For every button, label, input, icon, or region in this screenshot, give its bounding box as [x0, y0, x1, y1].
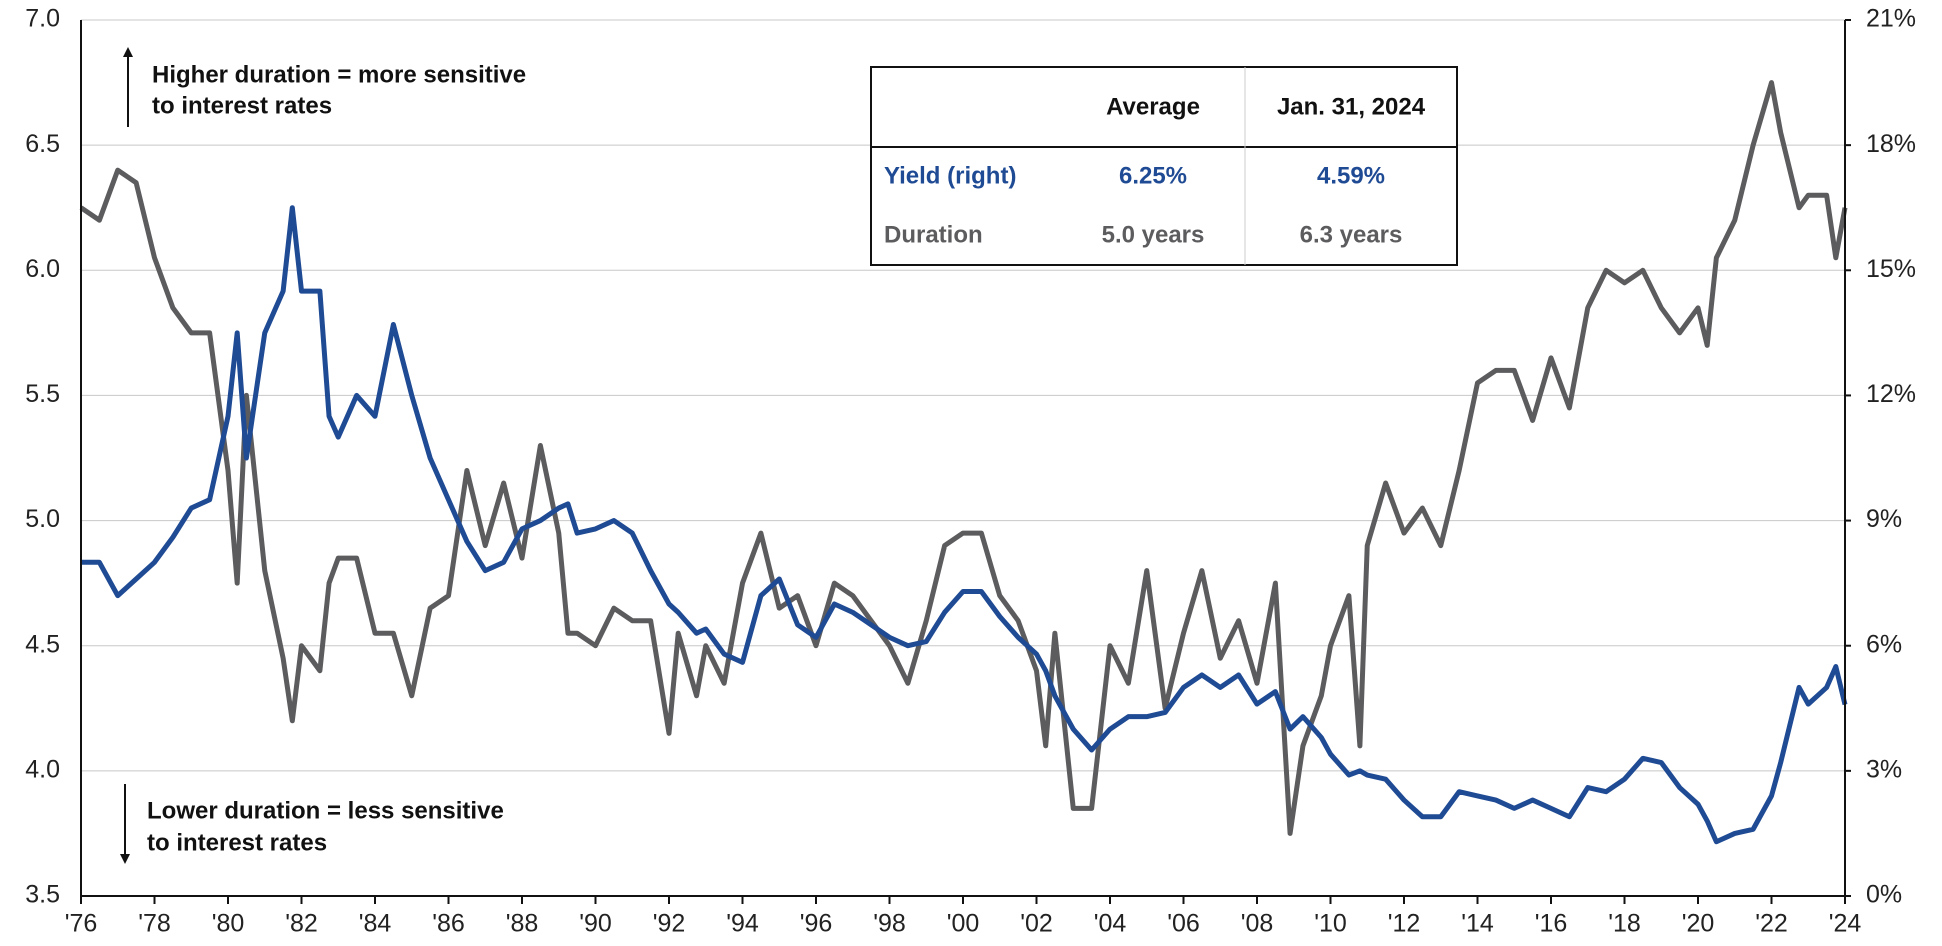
y-tick-label: 5.5	[25, 380, 60, 408]
y-tick-label: 7.0	[25, 5, 60, 33]
lines	[79, 80, 1848, 845]
x-tick-label: '80	[212, 910, 245, 938]
x-tick-label: '76	[65, 910, 98, 938]
table-cell: 4.59%	[1317, 162, 1385, 189]
series-line	[81, 205, 1848, 845]
y2-tick-label: 9%	[1866, 505, 1902, 533]
annotations: Higher duration = more sensitive to inte…	[120, 47, 526, 864]
x-tick-label: '16	[1535, 910, 1568, 938]
x-tick-label: '94	[726, 910, 759, 938]
y-tick-label: 6.0	[25, 255, 60, 283]
table-box	[870, 66, 1458, 266]
grid	[81, 19, 1845, 897]
x-tick-label: '06	[1167, 910, 1200, 938]
x-tick-label: '04	[1094, 910, 1127, 938]
annotation: to interest rates	[152, 92, 332, 119]
x-tick-label: '88	[506, 910, 539, 938]
y2-tick-label: 3%	[1866, 755, 1902, 783]
x-tick-label: '14	[1461, 910, 1494, 938]
table-cell: 5.0 years	[1102, 221, 1205, 248]
x-tick-label: '12	[1388, 910, 1421, 938]
y2-tick-label: 18%	[1866, 130, 1916, 158]
y-tick-label: 5.0	[25, 505, 60, 533]
x-tick-label: '18	[1608, 910, 1641, 938]
y-tick-label: 3.5	[25, 881, 60, 909]
x-tick-label: '86	[432, 910, 465, 938]
table-header: Average	[1106, 93, 1200, 120]
x-tick-label: '08	[1241, 910, 1274, 938]
row-label: Duration	[884, 221, 983, 248]
y2-tick-label: 21%	[1866, 5, 1916, 33]
table-cell: 6.3 years	[1300, 221, 1403, 248]
x-tick-label: '00	[947, 910, 980, 938]
y-tick-label: 6.5	[25, 130, 60, 158]
tick-labels: 3.5 4.0 4.5 5.0 5.5 6.0 6.5 7.0 0% 3% 6% 9% 12% 15% 18…	[25, 5, 1916, 938]
x-tick-label: '02	[1020, 910, 1053, 938]
y2-tick-label: 12%	[1866, 380, 1916, 408]
table-header: Jan. 31, 2024	[1277, 93, 1426, 120]
y-tick-label: 4.5	[25, 630, 60, 658]
annotation: to interest rates	[147, 829, 327, 856]
x-tick-label: '20	[1682, 910, 1715, 938]
annotation: Lower duration = less sensitive	[147, 797, 504, 824]
series-line	[79, 80, 1848, 836]
x-tick-label: '90	[579, 910, 612, 938]
x-tick-label: '22	[1755, 910, 1788, 938]
x-tick-label: '10	[1314, 910, 1347, 938]
y2-tick-label: 15%	[1866, 255, 1916, 283]
table-cell: 6.25%	[1119, 162, 1187, 189]
summary-table: Average Jan. 31, 2024 Yield (right) 6.25…	[870, 66, 1458, 266]
x-tick-label: '24	[1829, 910, 1862, 938]
annotation: Higher duration = more sensitive	[152, 61, 526, 88]
y2-tick-label: 6%	[1866, 630, 1902, 658]
x-tick-label: '92	[653, 910, 686, 938]
x-tick-label: '78	[138, 910, 171, 938]
y-tick-label: 4.0	[25, 755, 60, 783]
x-tick-label: '82	[285, 910, 318, 938]
x-tick-label: '98	[873, 910, 906, 938]
row-label: Yield (right)	[884, 162, 1016, 189]
y2-tick-label: 0%	[1866, 881, 1902, 909]
x-tick-label: '96	[800, 910, 833, 938]
x-tick-label: '84	[359, 910, 392, 938]
